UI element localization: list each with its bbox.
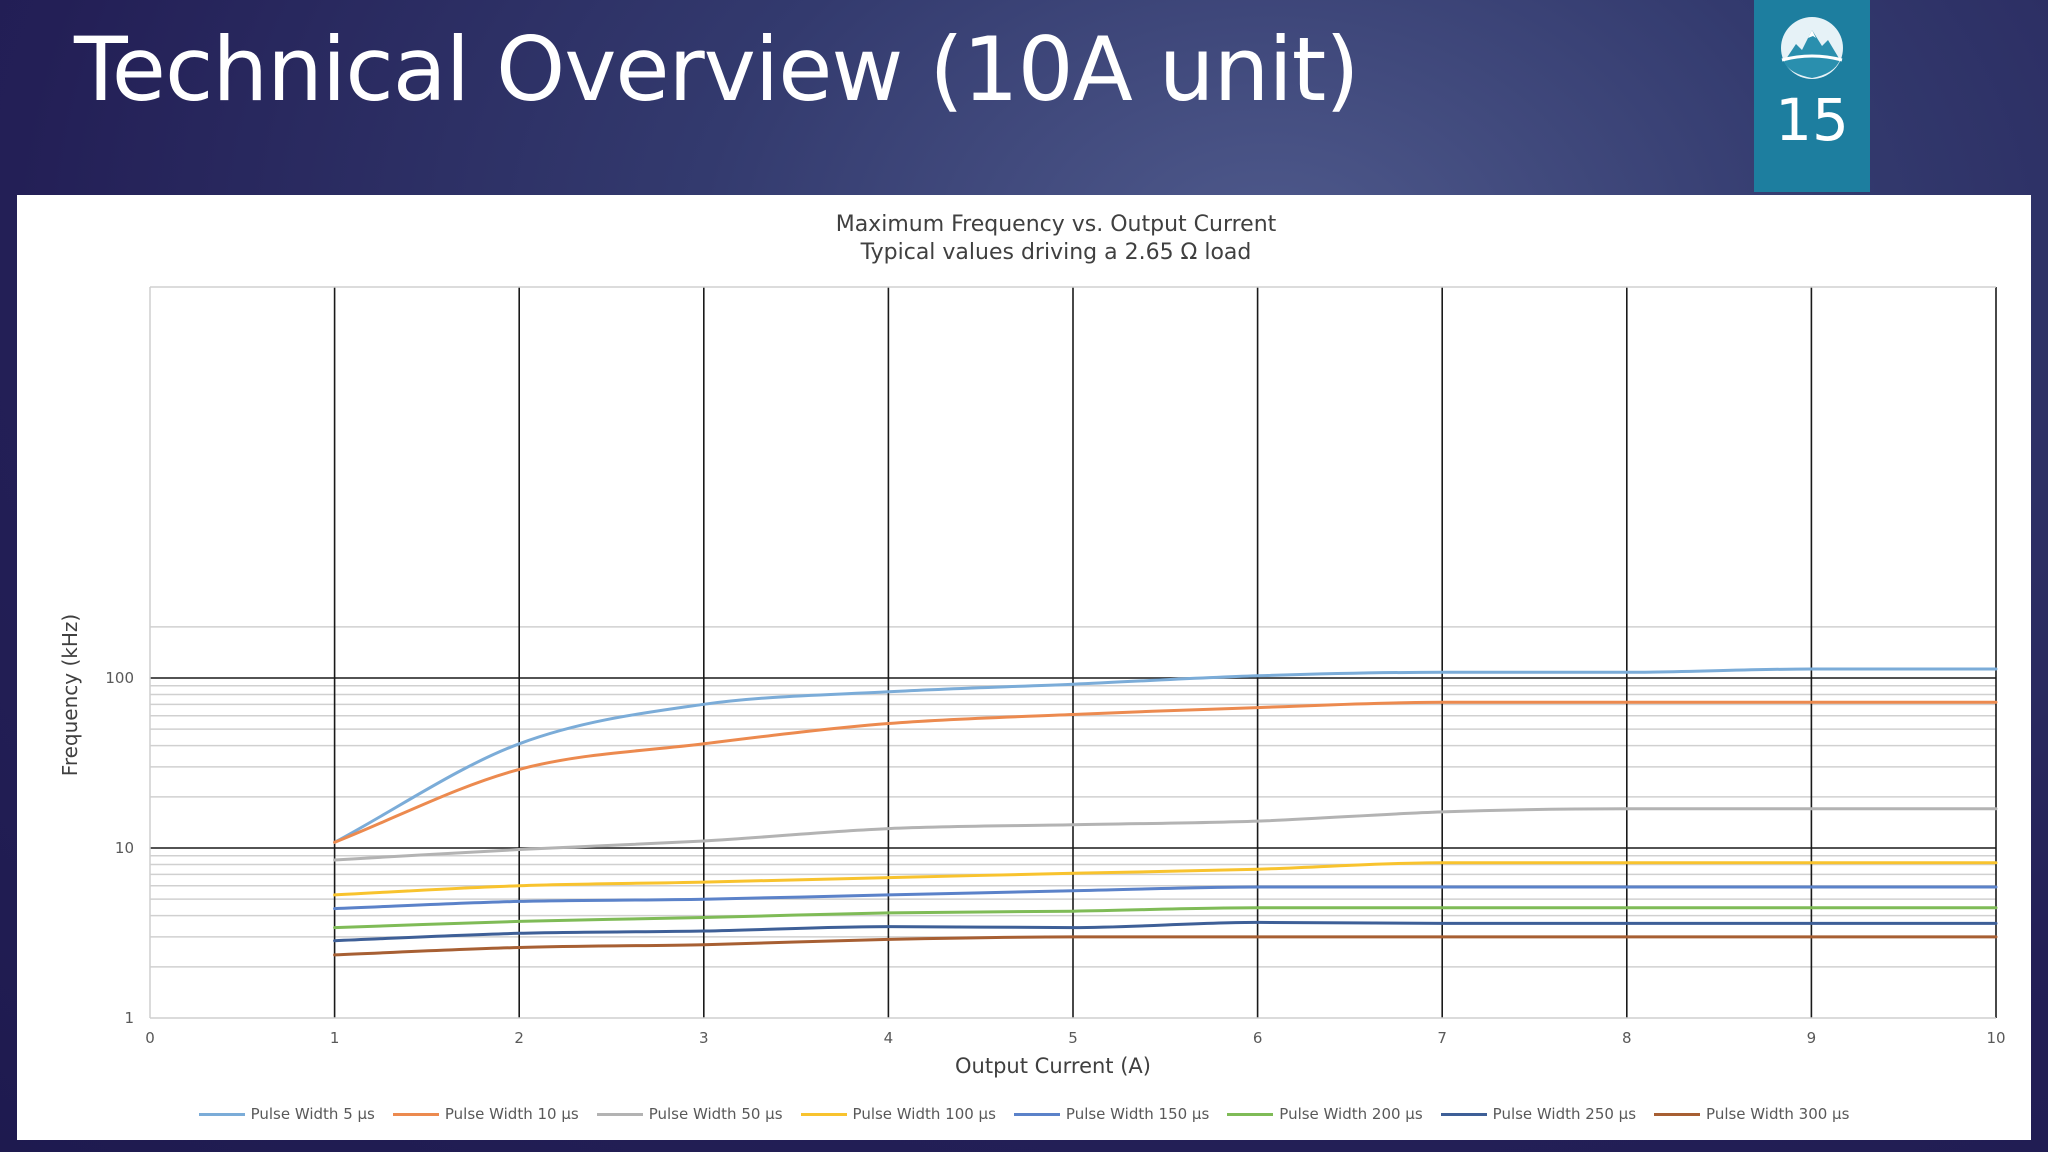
x-tick-labels: 0 1 2 3 4 5 6 7 8 9 10 (145, 1029, 2005, 1047)
legend-swatch (1654, 1112, 1701, 1116)
legend-item: Pulse Width 200 µs (1227, 1105, 1423, 1123)
y-tick-label: 1 (124, 1009, 134, 1027)
x-tick-label: 4 (884, 1029, 894, 1047)
chart-title: Maximum Frequency vs. Output Current (836, 212, 1277, 237)
legend-label: Pulse Width 50 µs (648, 1105, 783, 1123)
series-line-4 (333, 861, 1998, 897)
y-tick-label: 100 (105, 669, 134, 687)
legend-label: Pulse Width 200 µs (1279, 1105, 1423, 1123)
series-line-1 (333, 667, 1998, 844)
chart: Maximum Frequency vs. Output Current Typ… (58, 212, 2006, 1078)
series-line-5 (333, 885, 1998, 911)
legend-item: Pulse Width 150 µs (1013, 1105, 1210, 1123)
slide-number-badge: 15 (1754, 0, 1870, 192)
chart-legend: Pulse Width 5 µs Pulse Width 10 µs Pulse W… (17, 1101, 2031, 1127)
legend-item: Pulse Width 10 µs (392, 1105, 579, 1123)
legend-item: Pulse Width 100 µs (800, 1105, 996, 1123)
x-tick-label: 7 (1437, 1029, 1447, 1047)
series-line-6 (333, 906, 1998, 930)
legend-item: Pulse Width 250 µs (1440, 1105, 1637, 1123)
legend-swatch (1440, 1112, 1487, 1116)
legend-swatch (596, 1112, 643, 1116)
legend-swatch (800, 1112, 847, 1116)
x-tick-label: 8 (1622, 1029, 1632, 1047)
legend-label: Pulse Width 10 µs (444, 1105, 579, 1123)
x-tick-label: 6 (1253, 1029, 1263, 1047)
legend-item: Pulse Width 50 µs (596, 1105, 783, 1123)
x-tick-label: 2 (514, 1029, 524, 1047)
legend-label: Pulse Width 5 µs (250, 1105, 375, 1123)
chart-subtitle: Typical values driving a 2.65 Ω load (860, 240, 1252, 265)
legend-item: Pulse Width 300 µs (1654, 1105, 1849, 1123)
company-logo (1781, 17, 1843, 79)
slide-title: Technical Overview (10A unit) (74, 18, 1360, 121)
slide-number: 15 (1775, 86, 1849, 154)
series-line-2 (333, 700, 1998, 844)
x-axis-label: Output Current (A) (955, 1054, 1151, 1078)
y-axis-label: Frequency (kHz) (58, 614, 82, 776)
chart-panel: Maximum Frequency vs. Output Current Typ… (17, 195, 2031, 1140)
legend-label: Pulse Width 100 µs (852, 1105, 996, 1123)
y-tick-labels: 1 10 100 (105, 669, 134, 1027)
x-tick-label: 1 (330, 1029, 340, 1047)
legend-swatch (1013, 1112, 1060, 1116)
x-tick-label: 0 (145, 1029, 155, 1047)
series-line-3 (333, 807, 1998, 862)
legend-swatch (198, 1112, 245, 1116)
x-tick-label: 3 (699, 1029, 709, 1047)
legend-label: Pulse Width 300 µs (1706, 1105, 1850, 1123)
legend-swatch (1227, 1112, 1274, 1116)
x-tick-label: 5 (1068, 1029, 1078, 1047)
plot-frame (149, 286, 1996, 1019)
y-tick-label: 10 (115, 839, 134, 857)
series-layer (333, 667, 1998, 957)
series-line-8 (333, 935, 1998, 957)
x-tick-label: 9 (1807, 1029, 1817, 1047)
x-tick-label: 10 (1986, 1029, 2005, 1047)
legend-label: Pulse Width 150 µs (1065, 1105, 1210, 1123)
legend-swatch (392, 1112, 439, 1116)
legend-label: Pulse Width 250 µs (1492, 1105, 1637, 1123)
legend-item: Pulse Width 5 µs (198, 1105, 375, 1123)
series-line-7 (333, 920, 1998, 943)
